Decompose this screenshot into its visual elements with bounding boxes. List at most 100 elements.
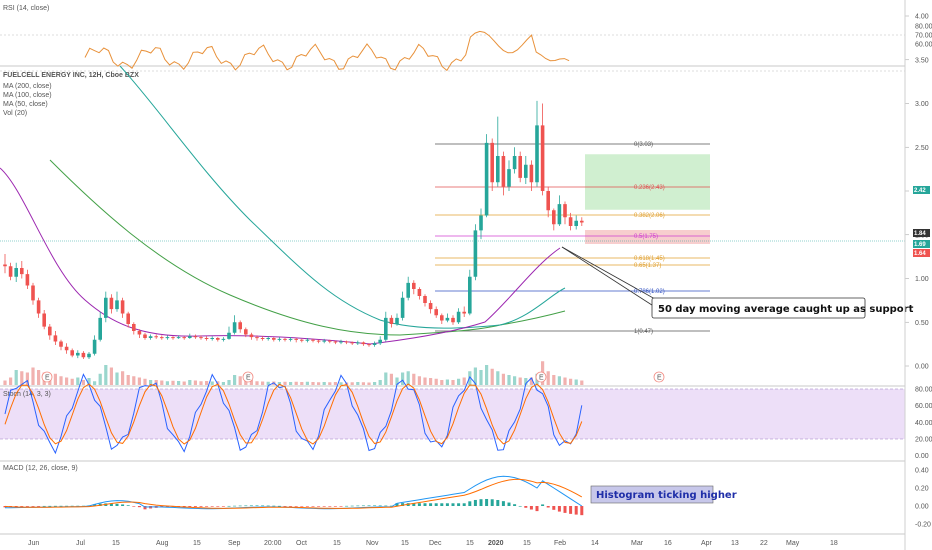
price-tick-label: 3.00 [915,101,929,108]
candle-body [316,340,321,342]
macd-hist-bar [322,506,326,507]
macd-tick-label: 0.20 [915,486,929,493]
volume-bar [367,382,371,385]
stoch-tick-label: 80.00 [915,387,932,394]
volume-bar [154,380,158,385]
candle-body [59,341,63,347]
rsi-axis: 80.00 70.00 60.00 [0,24,932,72]
candle-body [132,324,136,331]
price-badge-box [913,240,930,248]
macd-hist-bar [345,505,349,507]
stoch-k-line [4,373,583,455]
time-tick-label: 15 [466,540,474,547]
time-tick-label: Apr [701,540,713,547]
macd-hist-bar [373,505,377,507]
macd-hist-bar [429,503,433,506]
candle-body [3,264,7,267]
volume-bar [361,382,365,385]
volume-bar [350,382,354,385]
volume-bar [149,380,153,385]
macd-hist-bar [546,506,550,508]
fib-label: 0.382(2.06) [634,213,665,219]
stoch-tick-label: 40.00 [915,420,932,427]
time-tick-label: 15 [333,540,341,547]
macd-hist-bar [216,506,220,507]
volume-bar [87,378,91,385]
candle-body [490,142,494,183]
earnings-marker-label: E [539,375,544,382]
candle-body [283,338,287,340]
candle-body [115,300,119,310]
candle-body [165,337,170,339]
price-tick-label: 0.00 [915,364,929,371]
candle-body [557,204,562,225]
candle-body [42,313,46,327]
macd-hist-bar [37,506,41,507]
macd-hist-bar [333,506,337,507]
macd-hist-bar [205,506,209,507]
candle-body [288,338,293,340]
price-badge-box [913,186,930,194]
volume-bar [20,371,24,385]
candle-body [137,331,142,335]
indicator-label: MA (100, close) [3,92,52,99]
volume-bar [524,378,528,385]
price-tick-label: 2.50 [915,145,929,152]
time-tick-label: Feb [554,540,566,547]
volume-bar [485,365,489,385]
macd-hist-bar [513,504,517,506]
macd-hist-bar [412,503,416,506]
macd-hist-bar [317,506,321,507]
macd-hist-bar [490,499,494,506]
time-tick-label: 15 [193,540,201,547]
macd-hist-bar [440,503,444,506]
volume-bar [277,382,281,385]
rsi-tick-label: 80.00 [915,24,932,31]
candle-body [104,297,108,318]
candle-body [70,350,74,356]
macd-hist-bar [496,500,500,506]
candle-body [512,156,517,170]
fib-label: 0.618(1.45) [634,256,665,262]
macd-hist-bar [356,505,360,507]
volume-bar [513,376,517,385]
candle-body [384,317,388,340]
candle-body [193,336,198,338]
candle-body [48,326,52,336]
macd-hist-bar [507,502,511,506]
volume-bar [115,372,119,385]
target-zone [585,154,710,210]
volume-bar [238,376,242,385]
candle-body [260,338,265,339]
macd-hist-bar [132,506,136,507]
volume-bar [580,380,584,385]
macd-hist-bar [199,506,203,507]
volume-bar [104,365,108,385]
macd-hist-bar [143,506,147,510]
macd-hist-bar [109,503,113,506]
volume-bar [182,381,186,385]
candle-body [546,191,550,211]
time-tick-label: Dec [429,540,442,547]
volume-bar [529,377,533,385]
candle-body [322,340,326,342]
volume-bar [59,376,63,385]
macd-hist-bar [137,506,141,508]
macd-hist-bar [76,505,80,507]
candle-body [456,311,461,323]
time-tick-label: 20:00 [264,540,282,547]
time-tick-label: May [786,540,800,547]
volume-bar [266,381,270,385]
macd-hist-bar [25,506,29,507]
candle-body [148,336,153,338]
price-tick-label: 3.50 [915,57,929,64]
volume-bar [53,373,57,385]
fib-label: 0.5(1.75) [634,234,658,240]
time-tick-label: Jun [28,540,39,547]
fib-label: 0.65(1.37) [634,263,661,269]
volume-bar [261,381,265,385]
time-tick-label: Mar [631,540,644,547]
rsi-line [84,30,570,72]
volume-bar [440,380,444,385]
